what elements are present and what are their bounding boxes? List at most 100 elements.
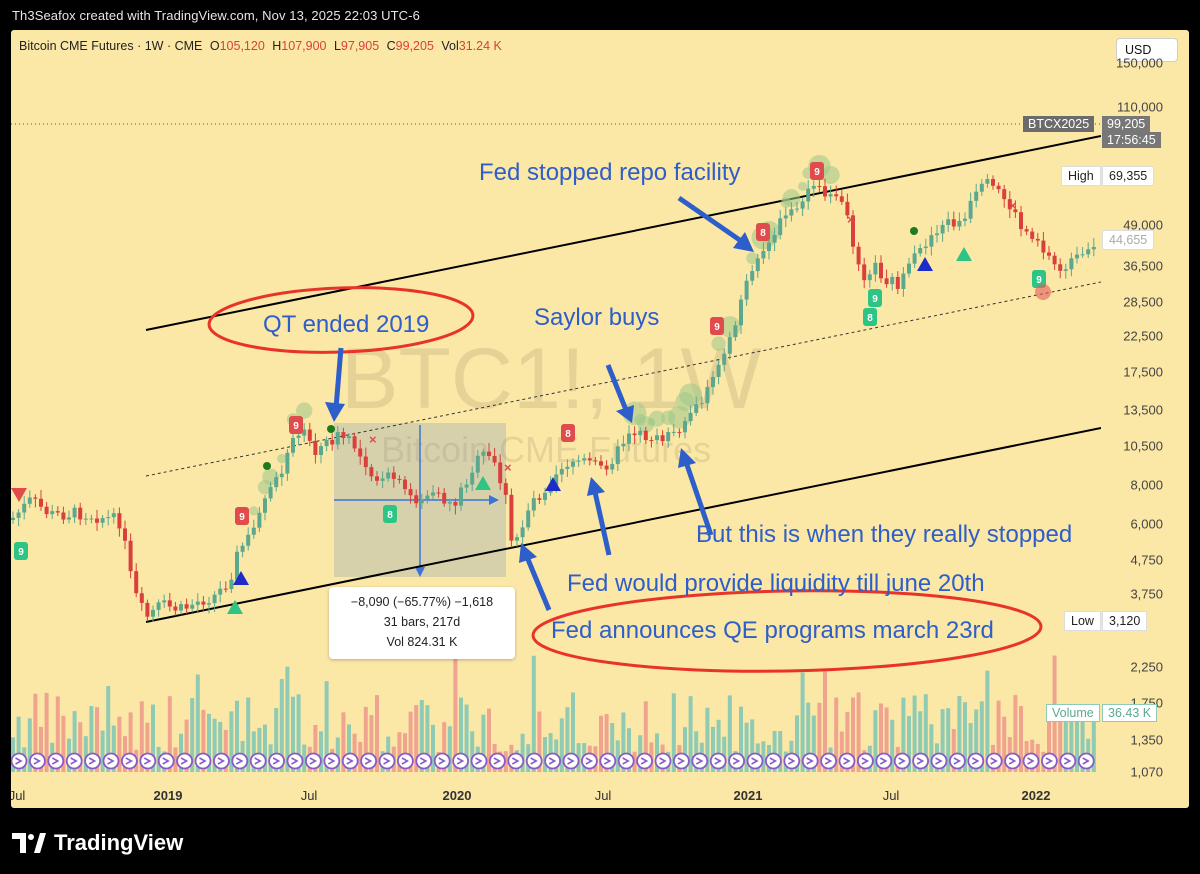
volume-bar (481, 714, 486, 772)
volume-bar (95, 707, 99, 772)
event-icon[interactable] (1022, 752, 1040, 770)
cross-marker: × (1009, 198, 1017, 213)
event-icon[interactable] (360, 752, 378, 770)
event-icon[interactable] (396, 752, 414, 770)
event-icon[interactable] (488, 752, 506, 770)
event-icon[interactable] (452, 752, 470, 770)
buy-triangle-green (956, 247, 972, 261)
event-icon[interactable] (1004, 752, 1021, 770)
volume-bar (285, 666, 290, 772)
event-icon[interactable] (415, 752, 433, 770)
event-icon[interactable] (84, 752, 101, 770)
event-icon[interactable] (212, 752, 230, 770)
event-icon[interactable] (304, 752, 322, 770)
symbol-legend[interactable]: Bitcoin CME Futures · 1W · CME O105,120 … (19, 39, 502, 53)
event-icon[interactable] (654, 752, 672, 770)
tradingview-logo[interactable]: TradingView (12, 830, 183, 856)
event-icon[interactable] (893, 752, 911, 770)
channel-upper-line[interactable] (145, 135, 1101, 331)
volume-bar (851, 697, 855, 772)
event-arrow-icon (732, 757, 741, 765)
event-icon[interactable] (985, 752, 1003, 770)
event-icon[interactable] (949, 752, 966, 770)
currency-button[interactable]: USD (1116, 38, 1178, 62)
event-icon[interactable] (507, 752, 525, 770)
candle-body (660, 435, 665, 442)
event-icon[interactable] (765, 752, 782, 770)
event-arrow-icon (327, 757, 336, 765)
event-icon[interactable] (525, 752, 543, 770)
chart-canvas[interactable]: BTC1!, 1W Bitcoin CME Futures 9 9 8 9 8 … (11, 30, 1101, 808)
event-icon[interactable] (857, 752, 874, 770)
event-icon[interactable] (728, 752, 745, 770)
channel-lower-line[interactable] (145, 427, 1101, 623)
volume-bar (537, 711, 542, 772)
event-icon[interactable] (636, 752, 653, 770)
candle-body (431, 492, 435, 496)
event-icon[interactable] (341, 752, 359, 770)
candle-body (100, 518, 105, 523)
bubble-marker (249, 506, 259, 516)
event-icon[interactable] (249, 752, 267, 770)
chart-panel[interactable]: BTC1!, 1W Bitcoin CME Futures 9 9 8 9 8 … (11, 30, 1189, 808)
event-icon[interactable] (562, 752, 580, 770)
volume-bar (375, 695, 379, 772)
event-icon[interactable] (121, 752, 138, 770)
event-icon[interactable] (1077, 752, 1095, 770)
svg-text:8: 8 (760, 228, 766, 239)
event-icon[interactable] (47, 752, 65, 770)
candle-body (481, 451, 486, 456)
volume-bar (369, 715, 374, 772)
cross-marker: × (504, 460, 512, 475)
candle-body (128, 540, 133, 572)
event-icon[interactable] (11, 752, 28, 770)
symbol-name[interactable]: Bitcoin CME Futures · 1W · CME (19, 39, 203, 53)
candle-body (503, 483, 508, 495)
event-icon[interactable] (1059, 752, 1077, 770)
candle-body (1058, 264, 1063, 271)
event-icon[interactable] (673, 752, 690, 770)
volume-bar (565, 707, 570, 772)
event-icon[interactable] (157, 752, 175, 770)
event-icon[interactable] (967, 752, 985, 770)
event-icon[interactable] (286, 752, 304, 770)
event-icon[interactable] (323, 752, 341, 770)
event-icon[interactable] (433, 752, 451, 770)
event-icon[interactable] (930, 752, 948, 770)
candlesticks[interactable] (11, 173, 1096, 622)
signal-markers[interactable]: 9 9 8 9 8 9 9 8 9 8 9 × × × × (11, 162, 1051, 614)
event-icon[interactable] (1041, 752, 1058, 770)
event-icon[interactable] (581, 752, 598, 770)
event-icon[interactable] (783, 752, 801, 770)
event-icon[interactable] (102, 752, 120, 770)
event-icon[interactable] (820, 752, 837, 770)
price-tick: 150,000 (1116, 55, 1163, 71)
volume-bar (11, 737, 15, 772)
event-icon[interactable] (231, 752, 249, 770)
event-icon[interactable] (65, 752, 83, 770)
event-icon[interactable] (194, 752, 212, 770)
event-icon[interactable] (139, 752, 157, 770)
event-icon[interactable] (176, 752, 194, 770)
volume-bar (257, 727, 262, 772)
last-price-tag: 99,205 (1102, 116, 1151, 132)
event-icon[interactable] (378, 752, 396, 770)
event-icon[interactable] (28, 752, 46, 770)
volume-bar (335, 737, 340, 772)
event-icon[interactable] (617, 752, 635, 770)
event-icon[interactable] (691, 752, 709, 770)
event-icon[interactable] (838, 752, 856, 770)
event-icon[interactable] (746, 752, 764, 770)
event-arrow-icon (824, 757, 833, 765)
event-icon[interactable] (544, 752, 561, 770)
candle-body (487, 451, 491, 456)
event-icon[interactable] (268, 752, 286, 770)
event-icon[interactable] (801, 752, 819, 770)
event-icons-row[interactable] (11, 752, 1095, 770)
event-icon[interactable] (875, 752, 893, 770)
event-icon[interactable] (470, 752, 488, 770)
candle-body (386, 472, 391, 479)
event-icon[interactable] (912, 752, 929, 770)
event-icon[interactable] (599, 752, 617, 770)
event-icon[interactable] (709, 752, 727, 770)
